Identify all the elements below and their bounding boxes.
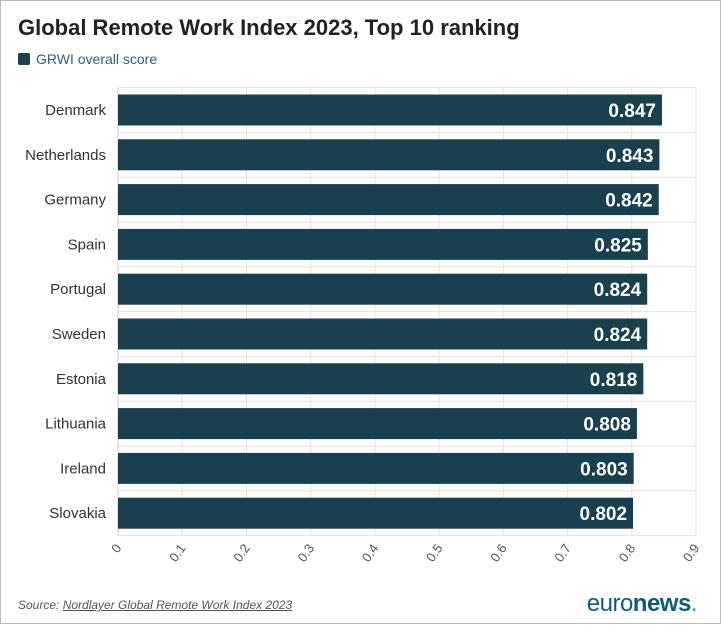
bar-value-label: 0.824 [594, 325, 642, 346]
source-prefix: Source: [18, 598, 63, 612]
bar-value-label: 0.847 [608, 101, 656, 122]
bar-value-label: 0.824 [594, 280, 642, 301]
category-label: Slovakia [49, 505, 106, 522]
category-label: Netherlands [25, 147, 106, 164]
category-label: Ireland [60, 460, 106, 477]
bar-value-label: 0.842 [605, 191, 653, 212]
bar [118, 408, 637, 440]
bar [118, 452, 634, 484]
legend-label: GRWI overall score [36, 51, 158, 67]
category-label: Denmark [45, 102, 106, 119]
source-note: Source: Nordlayer Global Remote Work Ind… [18, 598, 292, 612]
bar [118, 318, 648, 350]
x-tick-label: 0.2 [230, 541, 253, 564]
logo-news: news [632, 590, 692, 617]
source-link[interactable]: Nordlayer Global Remote Work Index 2023 [62, 598, 293, 612]
category-label: Germany [44, 192, 106, 209]
bar-value-label: 0.802 [580, 504, 628, 525]
category-label: Spain [68, 236, 106, 253]
bar-value-label: 0.808 [583, 415, 631, 436]
legend: GRWI overall score [18, 51, 157, 67]
x-tick-label: 0 [108, 541, 124, 556]
bar [118, 228, 648, 260]
x-tick-label: 0.6 [487, 541, 510, 564]
bar [118, 139, 660, 171]
category-label: Portugal [50, 281, 106, 298]
bar [118, 273, 648, 305]
x-tick-labels: 0 0.1 0.2 0.3 0.4 0.5 0.6 0.7 0.8 0.9 [108, 541, 702, 564]
x-tick-label: 0.5 [423, 541, 446, 564]
bars: 0.847 0.843 0.842 0.825 0.824 0.824 0.818 0.808… [118, 94, 662, 529]
x-tick-label: 0.3 [294, 541, 317, 564]
category-labels: Denmark Netherlands Germany Spain Portugal Sw… [25, 102, 107, 522]
euronews-logo: euronews. [586, 590, 698, 618]
bar [118, 497, 634, 529]
x-tick-label: 0.4 [359, 541, 382, 564]
category-label: Estonia [56, 371, 107, 388]
category-label: Lithuania [45, 416, 107, 433]
bar-value-label: 0.825 [594, 235, 642, 256]
x-tick-label: 0.1 [166, 541, 189, 564]
x-tick-label: 0.9 [680, 541, 703, 564]
logo-euro: euro [586, 590, 634, 617]
legend-swatch [18, 53, 30, 65]
bar [118, 363, 644, 395]
logo-dot: . [690, 590, 698, 617]
bar-value-label: 0.843 [606, 146, 654, 167]
bar-value-label: 0.818 [590, 370, 638, 391]
x-tick-label: 0.7 [551, 541, 574, 564]
bar [118, 94, 662, 126]
bar-value-label: 0.803 [580, 459, 628, 480]
chart-title: Global Remote Work Index 2023, Top 10 ra… [18, 15, 520, 40]
x-tick-label: 0.8 [616, 541, 639, 564]
category-label: Sweden [52, 326, 106, 343]
bar [118, 184, 659, 216]
